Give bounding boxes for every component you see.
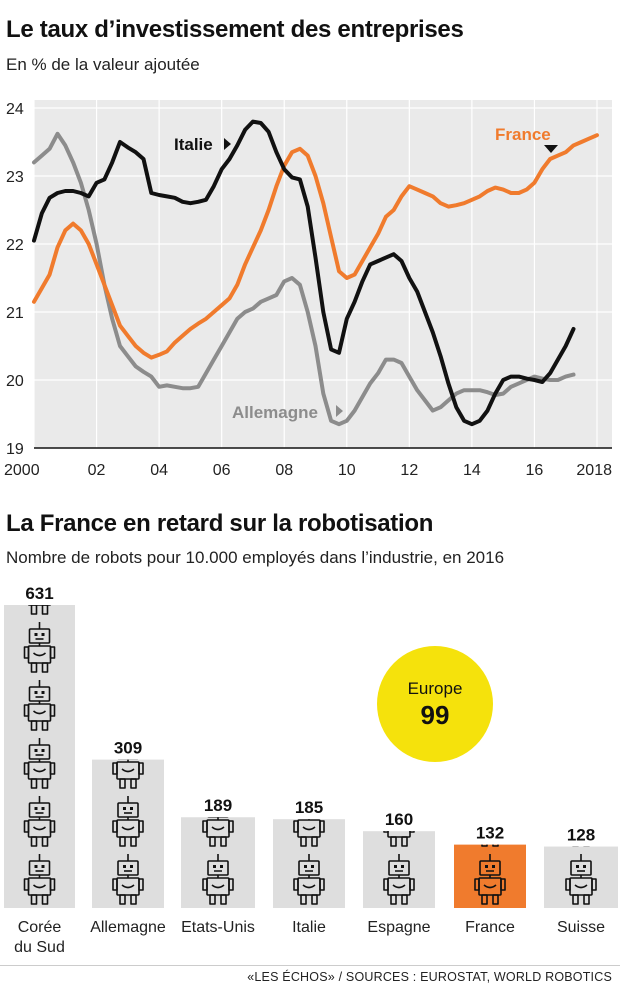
x-tick-label: 06	[213, 462, 231, 479]
bar-category-label: Allemagne	[90, 919, 166, 936]
bar-category-label: Etats-Unis	[181, 919, 255, 936]
y-tick-label: 22	[6, 237, 24, 254]
bar	[181, 817, 255, 908]
y-tick-label: 20	[6, 373, 24, 390]
bar-value-label: 185	[295, 798, 323, 817]
footer-divider	[0, 965, 620, 966]
bar-category-label: du Sud	[14, 939, 65, 956]
bar	[4, 605, 75, 908]
x-tick-label: 2018	[576, 462, 612, 479]
france-pointer-icon	[544, 145, 558, 153]
y-tick-label: 21	[6, 305, 24, 322]
bar-6	[544, 846, 618, 908]
italie-pointer-icon	[224, 138, 231, 150]
bar-value-label: 128	[567, 826, 595, 845]
bar-2	[181, 817, 255, 908]
europe-value: 99	[421, 700, 450, 730]
bar-3	[273, 819, 345, 908]
bar-category-label: Corée	[18, 919, 62, 936]
allemagne-pointer-icon	[336, 405, 343, 417]
y-tick-label: 23	[6, 169, 24, 186]
bar-value-label: 132	[476, 824, 504, 843]
bar-category-label: France	[465, 919, 515, 936]
bar	[363, 831, 435, 908]
bar-4	[363, 831, 435, 908]
bar-value-label: 309	[114, 739, 142, 758]
x-tick-label: 04	[150, 462, 168, 479]
bar-0	[4, 605, 75, 908]
allemagne-label: Allemagne	[232, 403, 318, 422]
x-tick-label: 10	[338, 462, 356, 479]
bar	[92, 759, 164, 908]
x-tick-label: 02	[88, 462, 106, 479]
chart1-title: Le taux d’investissement des entreprises	[6, 16, 464, 43]
x-tick-label: 12	[400, 462, 418, 479]
chart2-title: La France en retard sur la robotisation	[6, 510, 434, 537]
bar-category-label: Espagne	[367, 919, 430, 936]
x-tick-label: 14	[463, 462, 481, 479]
x-tick-label: 2000	[4, 462, 40, 479]
investment-line-chart: 19 20 21 22 23 24 2000 02 04 06 08 10 12 14 16 2018 Ital…	[4, 100, 612, 479]
bar-category-label: Italie	[292, 919, 326, 936]
bar-value-label: 631	[25, 584, 53, 603]
y-tick-label: 24	[6, 101, 24, 118]
bar-value-label: 189	[204, 796, 232, 815]
italie-line	[32, 119, 576, 427]
chart1-subtitle: En % de la valeur ajoutée	[6, 55, 200, 74]
x-tick-label: 16	[526, 462, 544, 479]
allemagne-line	[32, 131, 576, 427]
y-tick-label: 19	[6, 441, 24, 458]
france-label: France	[495, 125, 551, 144]
x-tick-label: 08	[275, 462, 293, 479]
chart2-subtitle: Nombre de robots pour 10.000 employés da…	[6, 548, 505, 567]
europe-circle	[377, 646, 493, 762]
europe-label: Europe	[408, 679, 463, 698]
bar	[273, 819, 345, 908]
italie-label: Italie	[174, 135, 213, 154]
france-line	[32, 133, 599, 360]
bar-value-label: 160	[385, 810, 413, 829]
bar-category-label: Suisse	[557, 919, 605, 936]
bar-5	[454, 844, 526, 908]
bar-1	[92, 759, 164, 908]
source-credit: «LES ÉCHOS» / SOURCES : EUROSTAT, WORLD …	[247, 970, 612, 984]
